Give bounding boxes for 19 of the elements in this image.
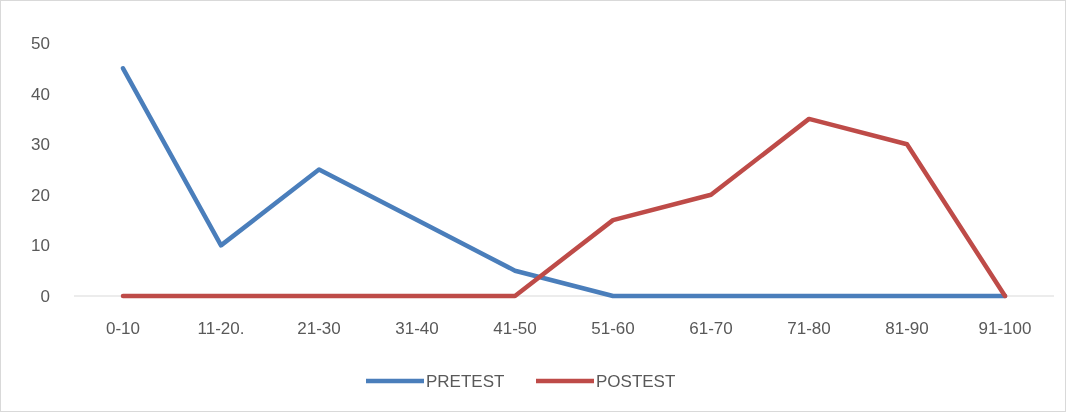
legend-label: POSTEST <box>596 372 676 391</box>
y-tick-label: 50 <box>31 34 50 53</box>
x-tick-label: 91-100 <box>978 319 1032 338</box>
legend-label: PRETEST <box>426 372 505 391</box>
x-tick-label: 61-70 <box>689 319 733 338</box>
y-tick-label: 40 <box>31 84 50 104</box>
line-series <box>120 116 1008 299</box>
x-tick-label: 21-30 <box>297 319 341 338</box>
x-tick-label: 41-50 <box>493 319 537 338</box>
y-tick-label: 20 <box>31 185 50 205</box>
x-tick-label: 0-10 <box>105 319 141 338</box>
x-tick-label: 81-90 <box>885 319 929 338</box>
x-tick-label: 51-60 <box>591 319 635 338</box>
x-tick-label: 71-80 <box>787 319 831 338</box>
y-tick-label: 0 <box>40 287 50 306</box>
y-tick-label: 10 <box>31 236 50 256</box>
x-tick-label: 11-20. <box>197 319 245 338</box>
y-tick-label: 30 <box>31 135 50 155</box>
x-tick-label: 31-40 <box>395 319 439 338</box>
